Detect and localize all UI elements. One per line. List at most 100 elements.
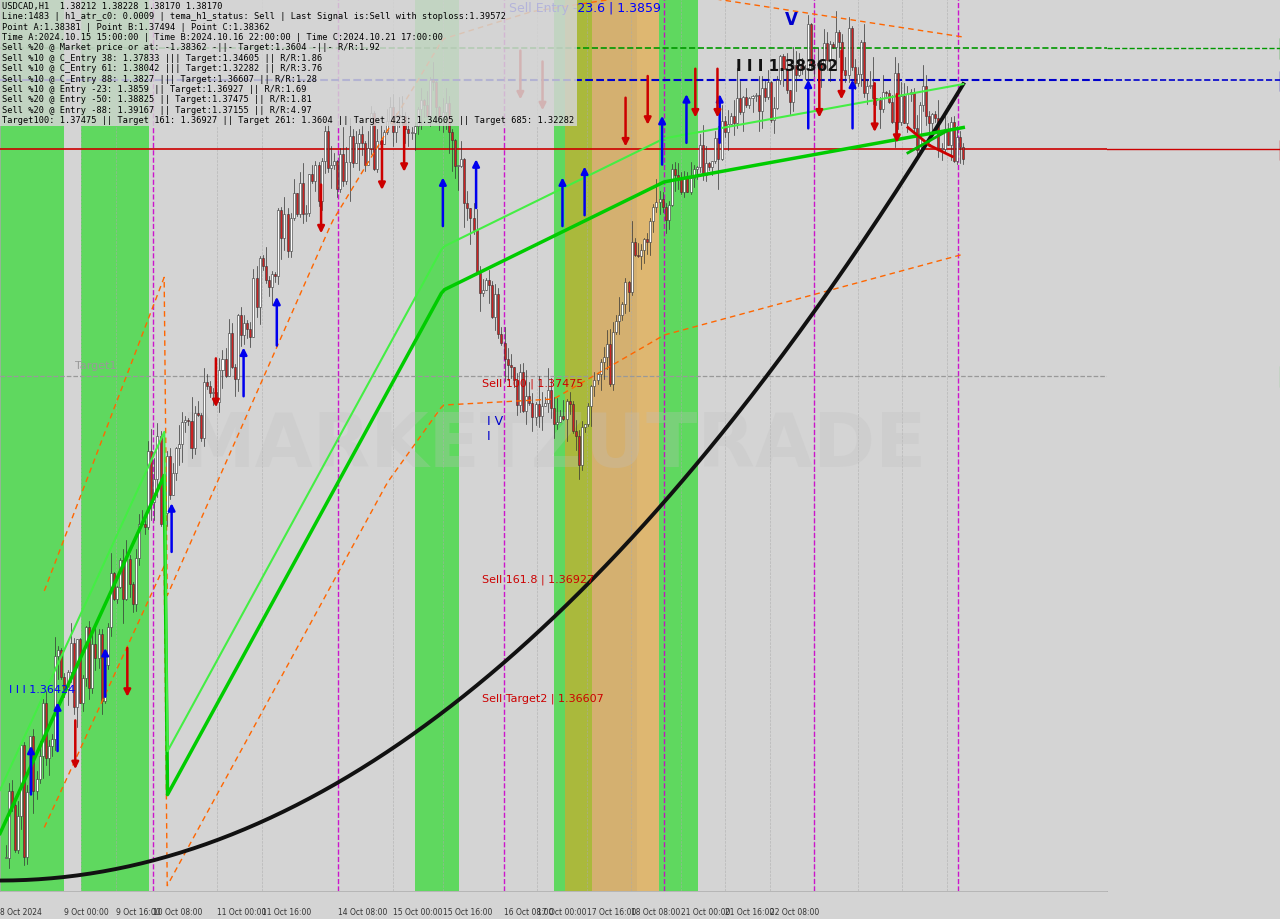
- Text: 22 Oct 08:00: 22 Oct 08:00: [769, 907, 819, 916]
- Bar: [230, 334, 233, 368]
- Bar: [792, 66, 794, 103]
- Bar: [184, 421, 187, 423]
- Bar: [101, 634, 102, 701]
- Bar: [525, 397, 527, 412]
- Bar: [326, 132, 329, 168]
- Bar: [767, 83, 769, 98]
- Bar: [234, 368, 236, 380]
- Bar: [503, 344, 506, 359]
- Bar: [113, 573, 115, 599]
- Bar: [246, 323, 248, 330]
- Bar: [178, 445, 180, 448]
- Bar: [339, 154, 342, 189]
- Bar: [398, 116, 401, 118]
- Bar: [364, 143, 366, 165]
- Bar: [739, 99, 741, 113]
- Bar: [413, 127, 416, 134]
- Text: Sell Target2 | 1.36607: Sell Target2 | 1.36607: [481, 693, 603, 703]
- Bar: [643, 240, 645, 251]
- Bar: [97, 634, 100, 659]
- Bar: [540, 406, 543, 416]
- Bar: [531, 404, 534, 417]
- Bar: [76, 640, 78, 708]
- Bar: [407, 130, 410, 134]
- Bar: [150, 451, 152, 502]
- Bar: [197, 414, 198, 415]
- Bar: [507, 359, 508, 366]
- Bar: [172, 474, 174, 495]
- Bar: [287, 214, 288, 252]
- Bar: [856, 74, 859, 84]
- Bar: [370, 114, 372, 149]
- Bar: [671, 169, 673, 206]
- Text: 18 Oct 08:00: 18 Oct 08:00: [631, 907, 681, 916]
- Text: I I I 1.38362: I I I 1.38362: [736, 60, 838, 74]
- Bar: [82, 679, 84, 703]
- Bar: [500, 335, 503, 344]
- Bar: [165, 456, 168, 513]
- Bar: [54, 656, 56, 739]
- Bar: [58, 650, 59, 656]
- Bar: [138, 524, 140, 559]
- Bar: [193, 414, 196, 448]
- Bar: [810, 25, 813, 66]
- Bar: [433, 81, 434, 83]
- Bar: [337, 162, 338, 189]
- Bar: [956, 138, 957, 162]
- Bar: [814, 65, 815, 66]
- Bar: [358, 135, 360, 144]
- Bar: [755, 96, 756, 97]
- Text: 8 Oct 2024: 8 Oct 2024: [0, 907, 42, 916]
- Bar: [646, 240, 648, 243]
- Bar: [401, 117, 403, 118]
- Bar: [730, 117, 732, 124]
- Text: 11 Oct 16:00: 11 Oct 16:00: [262, 907, 311, 916]
- Text: MARKETZUTRADE: MARKETZUTRADE: [180, 409, 927, 482]
- Bar: [631, 243, 632, 292]
- Bar: [488, 281, 490, 286]
- Bar: [215, 392, 218, 403]
- Bar: [426, 106, 428, 117]
- Bar: [915, 129, 918, 151]
- Bar: [751, 97, 754, 99]
- Bar: [8, 791, 10, 857]
- Bar: [952, 122, 955, 162]
- Bar: [808, 25, 809, 69]
- Bar: [333, 162, 335, 165]
- Bar: [64, 677, 65, 689]
- Text: 16 Oct 08:00: 16 Oct 08:00: [504, 907, 553, 916]
- Text: Sell 100 | 1.37475: Sell 100 | 1.37475: [481, 379, 582, 389]
- Bar: [662, 199, 663, 208]
- Bar: [780, 57, 781, 81]
- Bar: [963, 148, 964, 160]
- Bar: [596, 375, 599, 380]
- Bar: [723, 122, 726, 133]
- Bar: [788, 90, 791, 103]
- Text: 9 Oct 16:00: 9 Oct 16:00: [116, 907, 161, 916]
- Bar: [444, 104, 447, 113]
- Text: 15 Oct 16:00: 15 Oct 16:00: [443, 907, 493, 916]
- Bar: [221, 359, 224, 371]
- Bar: [330, 165, 332, 168]
- Bar: [91, 644, 93, 688]
- Text: I I I 1.36424: I I I 1.36424: [9, 684, 76, 694]
- Bar: [422, 101, 425, 106]
- Bar: [156, 437, 159, 479]
- Bar: [655, 203, 658, 208]
- Bar: [684, 178, 685, 193]
- Bar: [51, 739, 52, 746]
- Text: 17 Oct 16:00: 17 Oct 16:00: [586, 907, 636, 916]
- Bar: [145, 524, 146, 528]
- Bar: [758, 96, 760, 111]
- Bar: [801, 64, 803, 70]
- Bar: [900, 96, 902, 123]
- Bar: [47, 746, 50, 758]
- Bar: [588, 406, 589, 425]
- Bar: [509, 366, 512, 368]
- Bar: [584, 425, 586, 427]
- Bar: [265, 267, 268, 280]
- Text: V: V: [785, 11, 799, 28]
- Bar: [904, 96, 905, 124]
- Bar: [243, 323, 246, 335]
- Bar: [878, 101, 881, 109]
